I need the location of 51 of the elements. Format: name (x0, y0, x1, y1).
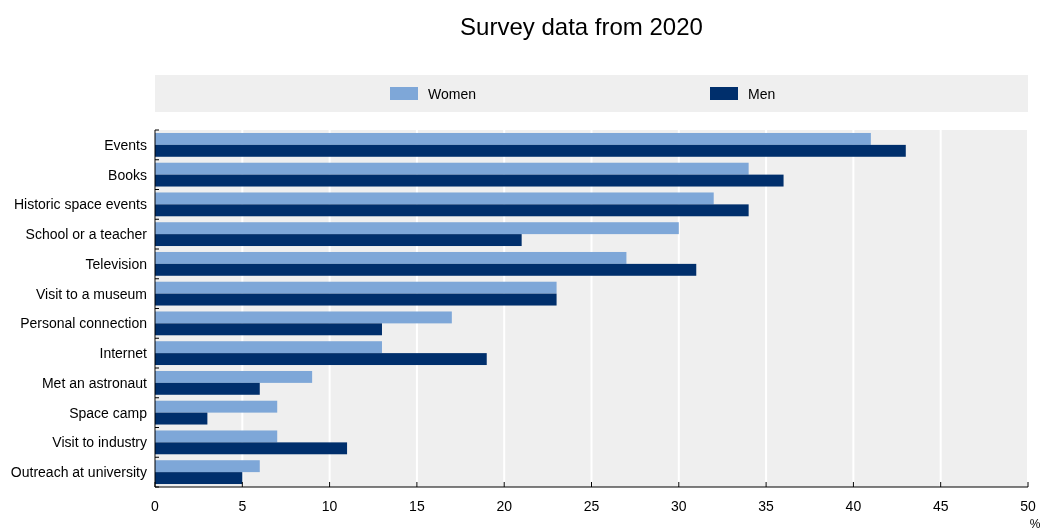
x-tick-label: 35 (758, 498, 775, 514)
bar (155, 412, 208, 425)
x-tick-label: 40 (845, 498, 862, 514)
bar (155, 132, 871, 145)
bar (155, 460, 260, 473)
y-tick-label: Books (108, 166, 147, 183)
y-tick-label: Outreach at university (10, 464, 147, 481)
bar (155, 382, 260, 395)
bar (155, 353, 487, 366)
x-tick-label: 20 (496, 498, 513, 514)
y-tick-label: Personal connection (20, 315, 147, 332)
bar (155, 341, 382, 354)
bar (155, 293, 557, 306)
y-tick-label: Historic space events (13, 196, 147, 213)
bar (155, 281, 557, 294)
x-tick-label: 25 (583, 498, 600, 514)
bar (155, 234, 522, 247)
y-tick-label: Space camp (69, 404, 148, 421)
x-tick-label: 50 (1020, 498, 1036, 514)
bar (155, 430, 278, 443)
y-tick-label: Visit to a museum (35, 285, 147, 302)
y-tick-label: School or a teacher (25, 226, 148, 243)
bar (155, 370, 313, 383)
x-tick-label: 0 (151, 498, 160, 514)
x-tick-label: 10 (321, 498, 338, 514)
bar (155, 251, 627, 264)
bar (155, 144, 906, 157)
y-tick-label: Television (85, 255, 147, 272)
y-tick-label: Visit to industry (52, 434, 147, 451)
bar (155, 222, 679, 235)
bar (155, 323, 382, 336)
x-tick-label: 45 (932, 498, 949, 514)
bar (155, 311, 452, 324)
y-tick-label: Events (104, 136, 147, 153)
bar (155, 162, 749, 175)
bar (155, 174, 784, 187)
legend-label: Women (428, 86, 476, 102)
x-axis-title: % (1029, 517, 1041, 530)
bar (155, 204, 749, 217)
bar (155, 472, 243, 485)
bar (155, 192, 714, 205)
x-tick-label: 15 (409, 498, 425, 514)
x-tick-label: 5 (238, 498, 247, 514)
bar (155, 442, 348, 455)
chart-title: Survey data from 2020 (460, 13, 703, 40)
bar (155, 400, 278, 413)
y-tick-label: Internet (99, 345, 148, 362)
bar (155, 263, 697, 276)
x-tick-label: 30 (671, 498, 687, 514)
legend-label: Men (748, 86, 776, 102)
y-tick-label: Met an astronaut (41, 374, 148, 391)
